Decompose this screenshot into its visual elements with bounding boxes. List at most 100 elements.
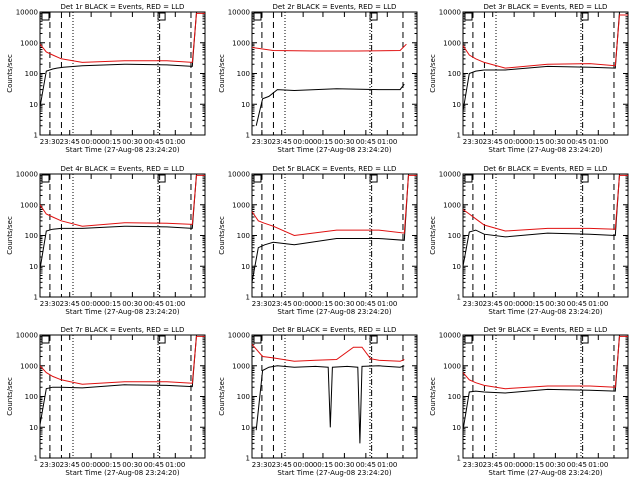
x-tick-label: 00:15 xyxy=(313,138,333,146)
y-tick-label: 1000 xyxy=(20,39,38,47)
x-tick-label: 00:30 xyxy=(545,461,565,469)
y-axis-label: Counts/sec xyxy=(218,377,226,416)
panel-title: Det 9r BLACK = Events, RED = LLD xyxy=(484,326,608,334)
panel-det-9: Det 9r BLACK = Events, RED = LLD 1 10 100 10… xyxy=(429,326,629,477)
x-tick-label: 00:45 xyxy=(356,461,376,469)
x-tick-label: 23:30 xyxy=(463,461,483,469)
x-tick-label: 00:00 xyxy=(293,461,313,469)
x-axis-label: Start Time (27-Aug-08 23:24:20) xyxy=(65,308,179,316)
x-tick-label: 23:45 xyxy=(60,138,80,146)
x-tick-label: 00:15 xyxy=(313,461,333,469)
x-tick-label: 00:30 xyxy=(122,138,142,146)
x-tick-label: 00:45 xyxy=(144,138,164,146)
plot-frame xyxy=(251,11,418,136)
y-tick-label: 1 xyxy=(246,294,250,302)
y-tick-label: 1 xyxy=(34,294,38,302)
x-tick-label: 01:00 xyxy=(165,138,185,146)
panel-det-8: Det 8r BLACK = Events, RED = LLD 1 10 100 10… xyxy=(218,326,418,477)
x-tick-label: 00:45 xyxy=(567,138,587,146)
y-axis-label: Counts/sec xyxy=(429,216,437,255)
y-tick-label: 1 xyxy=(457,132,461,140)
y-tick-label: 100 xyxy=(25,232,38,240)
x-axis-label: Start Time (27-Aug-08 23:24:20) xyxy=(277,146,391,154)
x-tick-label: 01:00 xyxy=(377,138,397,146)
x-tick-label: 00:30 xyxy=(334,138,354,146)
flag-box-right xyxy=(580,12,589,21)
x-tick-label: 23:45 xyxy=(60,461,80,469)
y-tick-label: 10 xyxy=(241,263,250,271)
x-tick-label: 00:15 xyxy=(101,300,121,308)
y-tick-label: 1 xyxy=(457,455,461,463)
flag-box-right xyxy=(157,12,166,21)
x-tick-label: 00:15 xyxy=(524,461,544,469)
plot-frame xyxy=(39,334,206,459)
flag-box-right xyxy=(157,174,166,183)
panel-title: Det 1r BLACK = Events, RED = LLD xyxy=(61,3,185,11)
x-tick-label: 00:00 xyxy=(293,138,313,146)
series-lld-line xyxy=(39,335,205,385)
x-tick-label: 00:45 xyxy=(144,461,164,469)
series-events-line xyxy=(462,11,628,112)
series-events-line xyxy=(255,365,405,444)
y-tick-label: 100 xyxy=(237,232,250,240)
x-tick-label: 00:45 xyxy=(356,138,376,146)
plot-frame xyxy=(39,11,206,136)
y-tick-label: 1 xyxy=(246,132,250,140)
y-tick-label: 10000 xyxy=(228,332,250,340)
x-tick-label: 23:45 xyxy=(483,461,503,469)
series-events-line xyxy=(462,173,628,267)
plot-frame xyxy=(39,173,206,298)
series-lld-line xyxy=(251,343,405,362)
y-axis-label: Counts/sec xyxy=(6,216,14,255)
y-axis-label: Counts/sec xyxy=(6,54,14,93)
panel-det-6: Det 6r BLACK = Events, RED = LLD 1 10 100 10… xyxy=(429,165,629,316)
x-axis-label: Start Time (27-Aug-08 23:24:20) xyxy=(65,146,179,154)
y-axis-label: Counts/sec xyxy=(218,54,226,93)
x-tick-label: 00:00 xyxy=(504,461,524,469)
y-axis-label: Counts/sec xyxy=(429,54,437,93)
x-axis-label: Start Time (27-Aug-08 23:24:20) xyxy=(488,308,602,316)
y-axis-label: Counts/sec xyxy=(6,377,14,416)
x-tick-label: 23:30 xyxy=(40,138,60,146)
x-tick-label: 00:45 xyxy=(567,461,587,469)
series-events-line xyxy=(255,83,405,126)
x-tick-label: 01:00 xyxy=(165,461,185,469)
y-tick-label: 10 xyxy=(241,101,250,109)
panel-det-4: Det 4r BLACK = Events, RED = LLD 1 10 100 10… xyxy=(6,165,206,316)
series-lld-line xyxy=(39,12,205,63)
plot-frame xyxy=(462,334,629,459)
flag-box-right xyxy=(369,12,378,21)
x-tick-label: 23:45 xyxy=(272,138,292,146)
y-tick-label: 1000 xyxy=(232,201,250,209)
panel-det-2: Det 2r BLACK = Events, RED = LLD 1 10 100 10… xyxy=(218,3,418,154)
y-tick-label: 10000 xyxy=(228,9,250,17)
y-tick-label: 10 xyxy=(452,424,461,432)
y-tick-label: 1000 xyxy=(20,201,38,209)
y-tick-label: 10 xyxy=(241,424,250,432)
x-tick-label: 00:00 xyxy=(504,138,524,146)
x-tick-label: 00:15 xyxy=(524,300,544,308)
x-tick-label: 00:30 xyxy=(334,461,354,469)
x-tick-label: 01:00 xyxy=(377,300,397,308)
y-tick-label: 1000 xyxy=(232,39,250,47)
x-tick-label: 23:45 xyxy=(272,461,292,469)
y-tick-label: 100 xyxy=(448,232,461,240)
flag-box-left xyxy=(253,174,262,183)
y-tick-label: 10000 xyxy=(439,9,461,17)
x-tick-label: 23:30 xyxy=(463,300,483,308)
y-tick-label: 1 xyxy=(246,455,250,463)
x-tick-label: 00:45 xyxy=(144,300,164,308)
flag-box-left xyxy=(253,335,262,344)
x-tick-label: 23:30 xyxy=(252,300,272,308)
y-tick-label: 10000 xyxy=(439,332,461,340)
y-tick-label: 100 xyxy=(25,70,38,78)
flag-box-left xyxy=(464,174,473,183)
y-tick-label: 1 xyxy=(34,455,38,463)
x-tick-label: 23:30 xyxy=(252,138,272,146)
x-tick-label: 00:00 xyxy=(81,138,101,146)
y-tick-label: 10 xyxy=(29,101,38,109)
x-tick-label: 23:30 xyxy=(463,138,483,146)
panel-title: Det 8r BLACK = Events, RED = LLD xyxy=(273,326,397,334)
